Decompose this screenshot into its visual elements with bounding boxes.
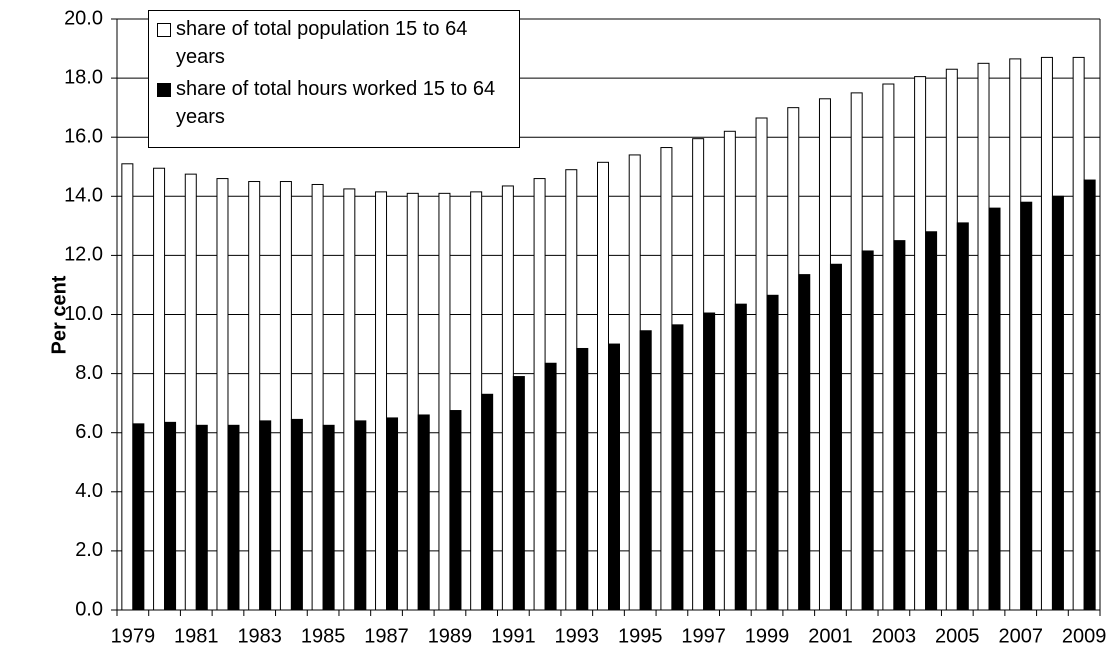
bar — [164, 421, 177, 611]
bar — [512, 376, 525, 611]
legend: share of total population 15 to 64 years… — [148, 10, 520, 148]
x-tick-label: 1999 — [745, 625, 790, 647]
bar — [829, 263, 842, 611]
bar — [628, 154, 641, 611]
bar — [798, 274, 811, 611]
x-tick-label: 2003 — [872, 625, 917, 647]
bar — [1051, 195, 1064, 611]
x-tick-label: 1979 — [111, 625, 156, 647]
bar — [925, 231, 938, 611]
y-tick-label: 18.0 — [64, 66, 103, 88]
bar — [195, 424, 208, 611]
bar — [386, 417, 399, 611]
bar — [121, 163, 134, 611]
bar — [259, 420, 272, 611]
bar — [227, 424, 240, 611]
bar — [660, 147, 673, 611]
bar — [216, 178, 229, 611]
x-tick-label: 1991 — [491, 625, 536, 647]
x-tick-label: 1995 — [618, 625, 663, 647]
x-tick-label: 2001 — [808, 625, 853, 647]
bar — [703, 312, 716, 611]
bar — [438, 192, 451, 611]
y-tick-label: 20.0 — [64, 7, 103, 29]
bar — [576, 347, 589, 611]
bar — [565, 169, 578, 611]
bar — [723, 130, 736, 611]
bar — [671, 324, 684, 611]
y-tick-label: 12.0 — [64, 244, 103, 266]
bar — [1040, 56, 1053, 611]
legend-entry: share of total population 15 to 64 years — [155, 15, 513, 71]
bar — [692, 138, 705, 611]
x-tick-label: 1983 — [237, 625, 282, 647]
y-tick-label: 8.0 — [75, 362, 103, 384]
legend-swatch — [157, 23, 171, 37]
bar — [608, 343, 620, 611]
y-axis-label: Per cent — [48, 275, 70, 354]
x-tick-label: 1989 — [428, 625, 473, 647]
bar — [882, 83, 895, 611]
bar — [417, 414, 430, 611]
x-tick-label: 2007 — [998, 625, 1043, 647]
bar — [755, 117, 768, 611]
bar — [988, 207, 1001, 611]
bar — [375, 191, 388, 611]
bar — [893, 240, 906, 611]
bar — [501, 185, 514, 611]
legend-label: share of total population 15 to 64 years — [176, 18, 468, 68]
bar — [544, 362, 557, 611]
bar — [639, 330, 652, 611]
y-tick-label: 6.0 — [75, 421, 103, 443]
x-tick-label: 2009 — [1062, 625, 1107, 647]
bar — [597, 161, 609, 611]
y-tick-label: 14.0 — [64, 185, 103, 207]
bar — [481, 393, 494, 611]
legend-swatch — [157, 83, 171, 97]
bar — [533, 178, 546, 611]
bar — [766, 294, 779, 611]
x-tick-label: 2005 — [935, 625, 980, 647]
bar — [787, 107, 800, 611]
bar — [914, 76, 927, 611]
bar — [184, 173, 197, 611]
x-tick-label: 1987 — [364, 625, 409, 647]
bar — [449, 410, 462, 611]
y-tick-label: 10.0 — [64, 303, 103, 325]
bar — [470, 191, 483, 611]
y-tick-label: 4.0 — [75, 480, 103, 502]
bar — [406, 192, 419, 611]
bar — [850, 92, 863, 611]
bar — [1083, 179, 1096, 611]
x-tick-label: 1993 — [555, 625, 600, 647]
bar — [734, 303, 747, 611]
bar — [132, 423, 145, 611]
bar — [956, 222, 969, 611]
bar — [945, 68, 958, 611]
legend-entry: share of total hours worked 15 to 64 yea… — [155, 75, 513, 131]
legend-label: share of total hours worked 15 to 64 yea… — [176, 78, 496, 128]
bar — [290, 418, 303, 611]
bar — [354, 420, 367, 611]
bar — [1072, 56, 1085, 611]
y-tick-label: 2.0 — [75, 539, 103, 561]
bar — [861, 250, 874, 611]
y-tick-label: 0.0 — [75, 598, 103, 620]
bar — [311, 183, 324, 611]
bar — [279, 181, 292, 611]
x-tick-label: 1985 — [301, 625, 346, 647]
y-tick-label: 16.0 — [64, 125, 103, 147]
bar — [1009, 58, 1022, 611]
bar — [153, 167, 166, 611]
bar — [248, 181, 261, 611]
bar — [977, 62, 990, 611]
bar — [1020, 201, 1033, 611]
x-tick-label: 1997 — [681, 625, 726, 647]
bar — [322, 424, 335, 611]
x-tick-label: 1981 — [174, 625, 219, 647]
bar — [343, 188, 356, 611]
bar — [818, 98, 831, 611]
